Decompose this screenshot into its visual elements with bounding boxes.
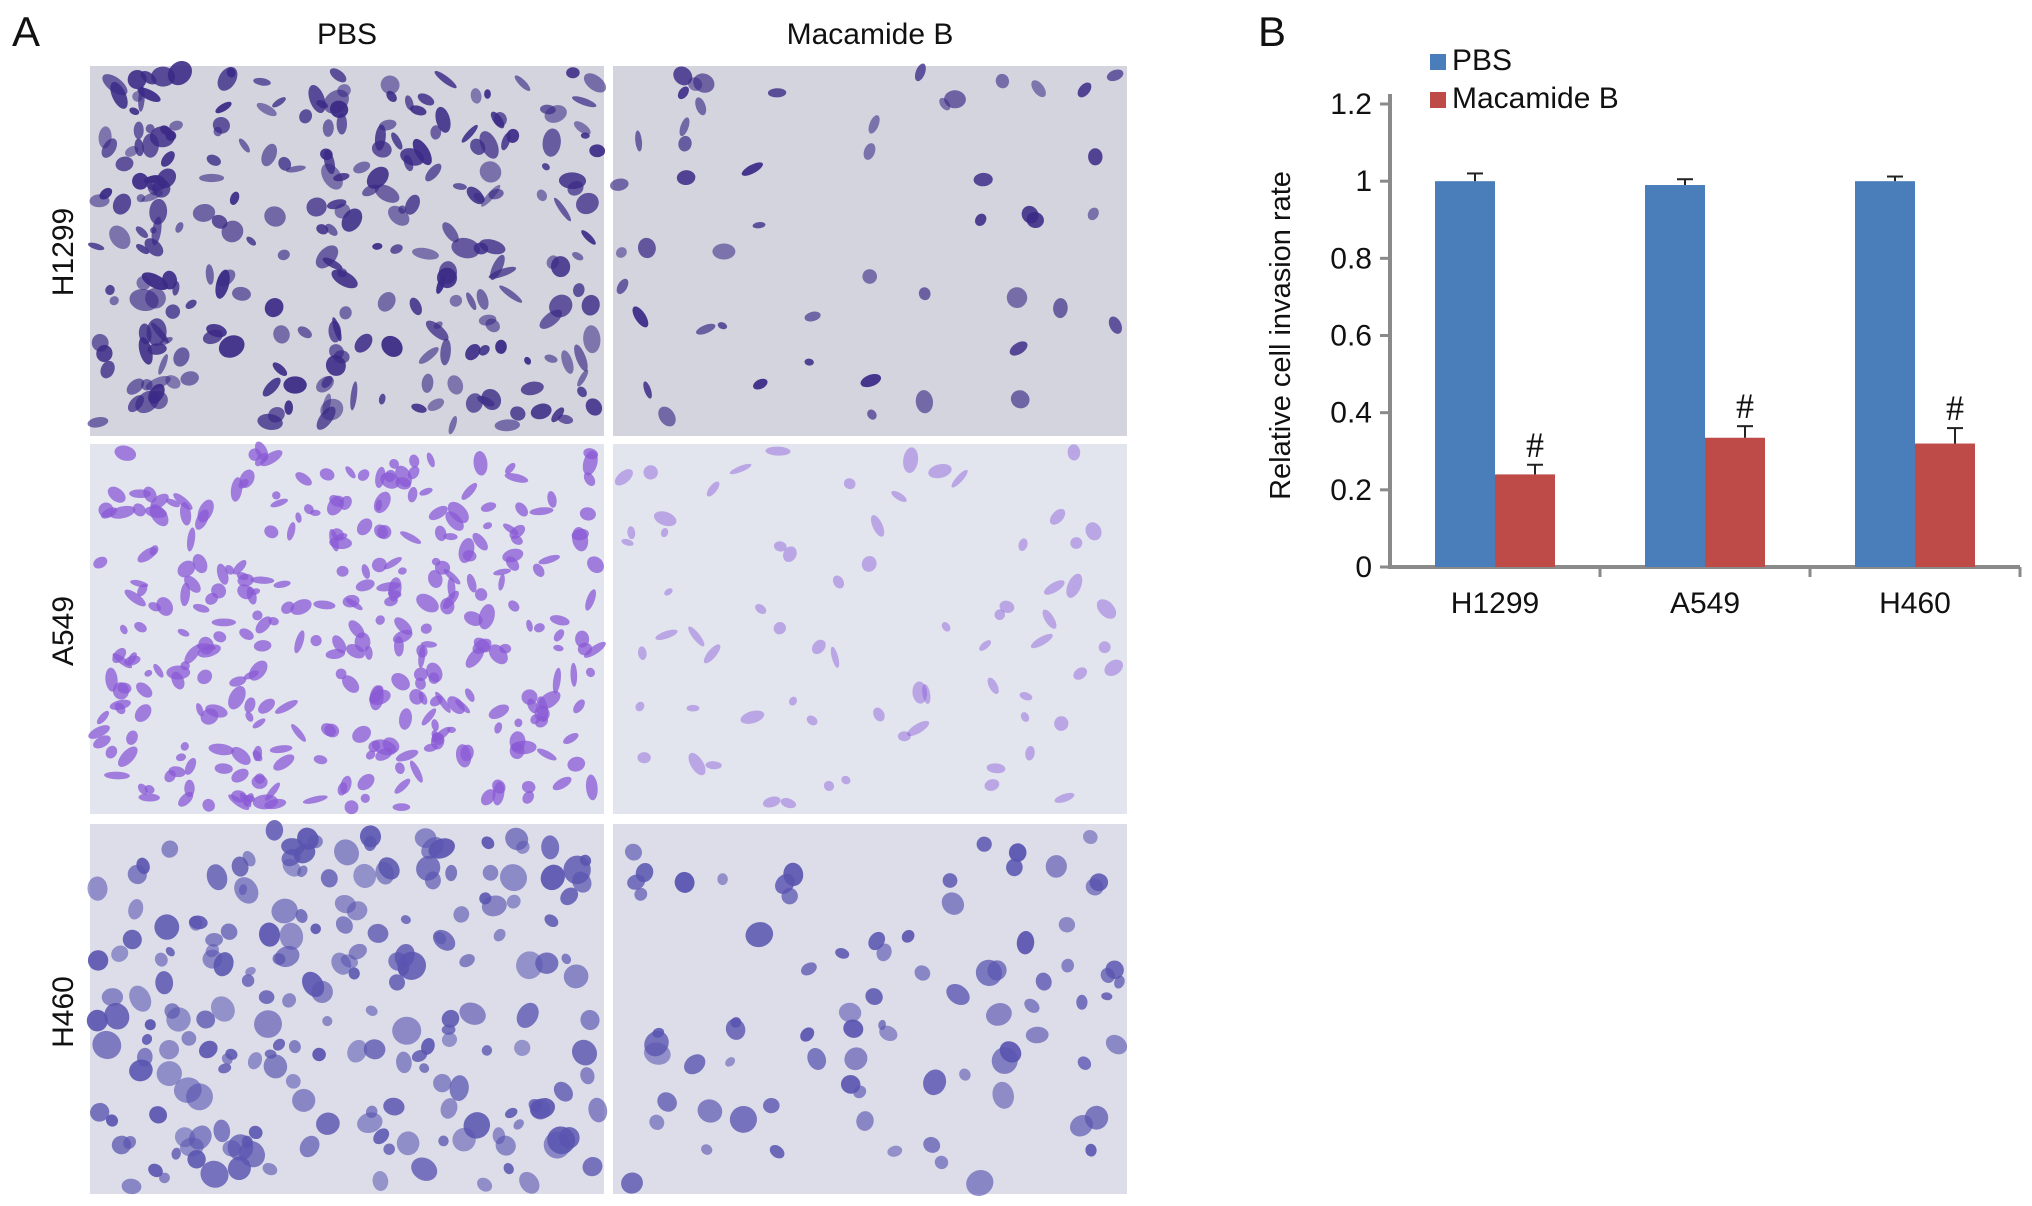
panel-a-letter: A xyxy=(12,8,41,55)
significance-marker: # xyxy=(1526,425,1544,465)
bar-pbs-h460 xyxy=(1855,181,1915,567)
x-tick-label: A549 xyxy=(1670,587,1740,620)
micrograph-a549-macamide xyxy=(613,444,1127,814)
micrograph-h460-pbs xyxy=(86,820,608,1195)
micrograph-h1299-macamide xyxy=(610,63,1127,436)
chart-legend: PBS Macamide B xyxy=(1430,44,1619,115)
column-header-pbs: PBS xyxy=(316,18,378,51)
micrograph-h1299-pbs xyxy=(87,61,607,436)
legend-label-1: Macamide B xyxy=(1452,82,1619,115)
significance-marker: # xyxy=(1736,386,1754,426)
micrograph-h460-macamide xyxy=(613,824,1128,1196)
invasion-bar-chart: PBS Macamide B 0 0.2 0.4 0.6 0.8 1 1.2 Relative c… xyxy=(1265,44,2022,620)
panel-b-letter: B xyxy=(1258,8,1287,55)
bar-macamide-b-a549 xyxy=(1705,437,1765,567)
y-tick-label: 0.4 xyxy=(1330,397,1372,430)
bar-pbs-a549 xyxy=(1645,185,1705,567)
x-tick-label: H460 xyxy=(1879,587,1951,620)
y-axis-label: Relative cell invasion rate xyxy=(1265,171,1297,500)
bar-macamide-b-h460 xyxy=(1915,443,1975,567)
y-tick-label: 1.2 xyxy=(1330,88,1372,121)
bar-pbs-h1299 xyxy=(1435,181,1495,567)
significance-marker: # xyxy=(1946,388,1964,428)
y-tick-label: 0.6 xyxy=(1330,320,1372,353)
legend-swatch-1 xyxy=(1430,92,1446,108)
y-tick-label: 0 xyxy=(1355,551,1372,584)
bar-macamide-b-h1299 xyxy=(1495,474,1555,567)
column-header-macamide: Macamide B xyxy=(786,18,954,51)
legend-label-0: PBS xyxy=(1452,44,1512,77)
y-tick-label: 1 xyxy=(1355,165,1372,198)
x-tick-label: H1299 xyxy=(1451,587,1539,620)
micrograph-grid xyxy=(86,61,1128,1196)
y-tick-label: 0.8 xyxy=(1330,242,1372,275)
micrograph-a549-pbs xyxy=(88,441,606,815)
legend-swatch-0 xyxy=(1430,54,1446,70)
y-tick-label: 0.2 xyxy=(1330,474,1372,507)
